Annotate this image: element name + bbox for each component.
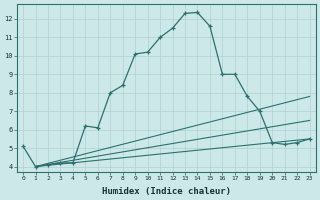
- X-axis label: Humidex (Indice chaleur): Humidex (Indice chaleur): [102, 187, 231, 196]
